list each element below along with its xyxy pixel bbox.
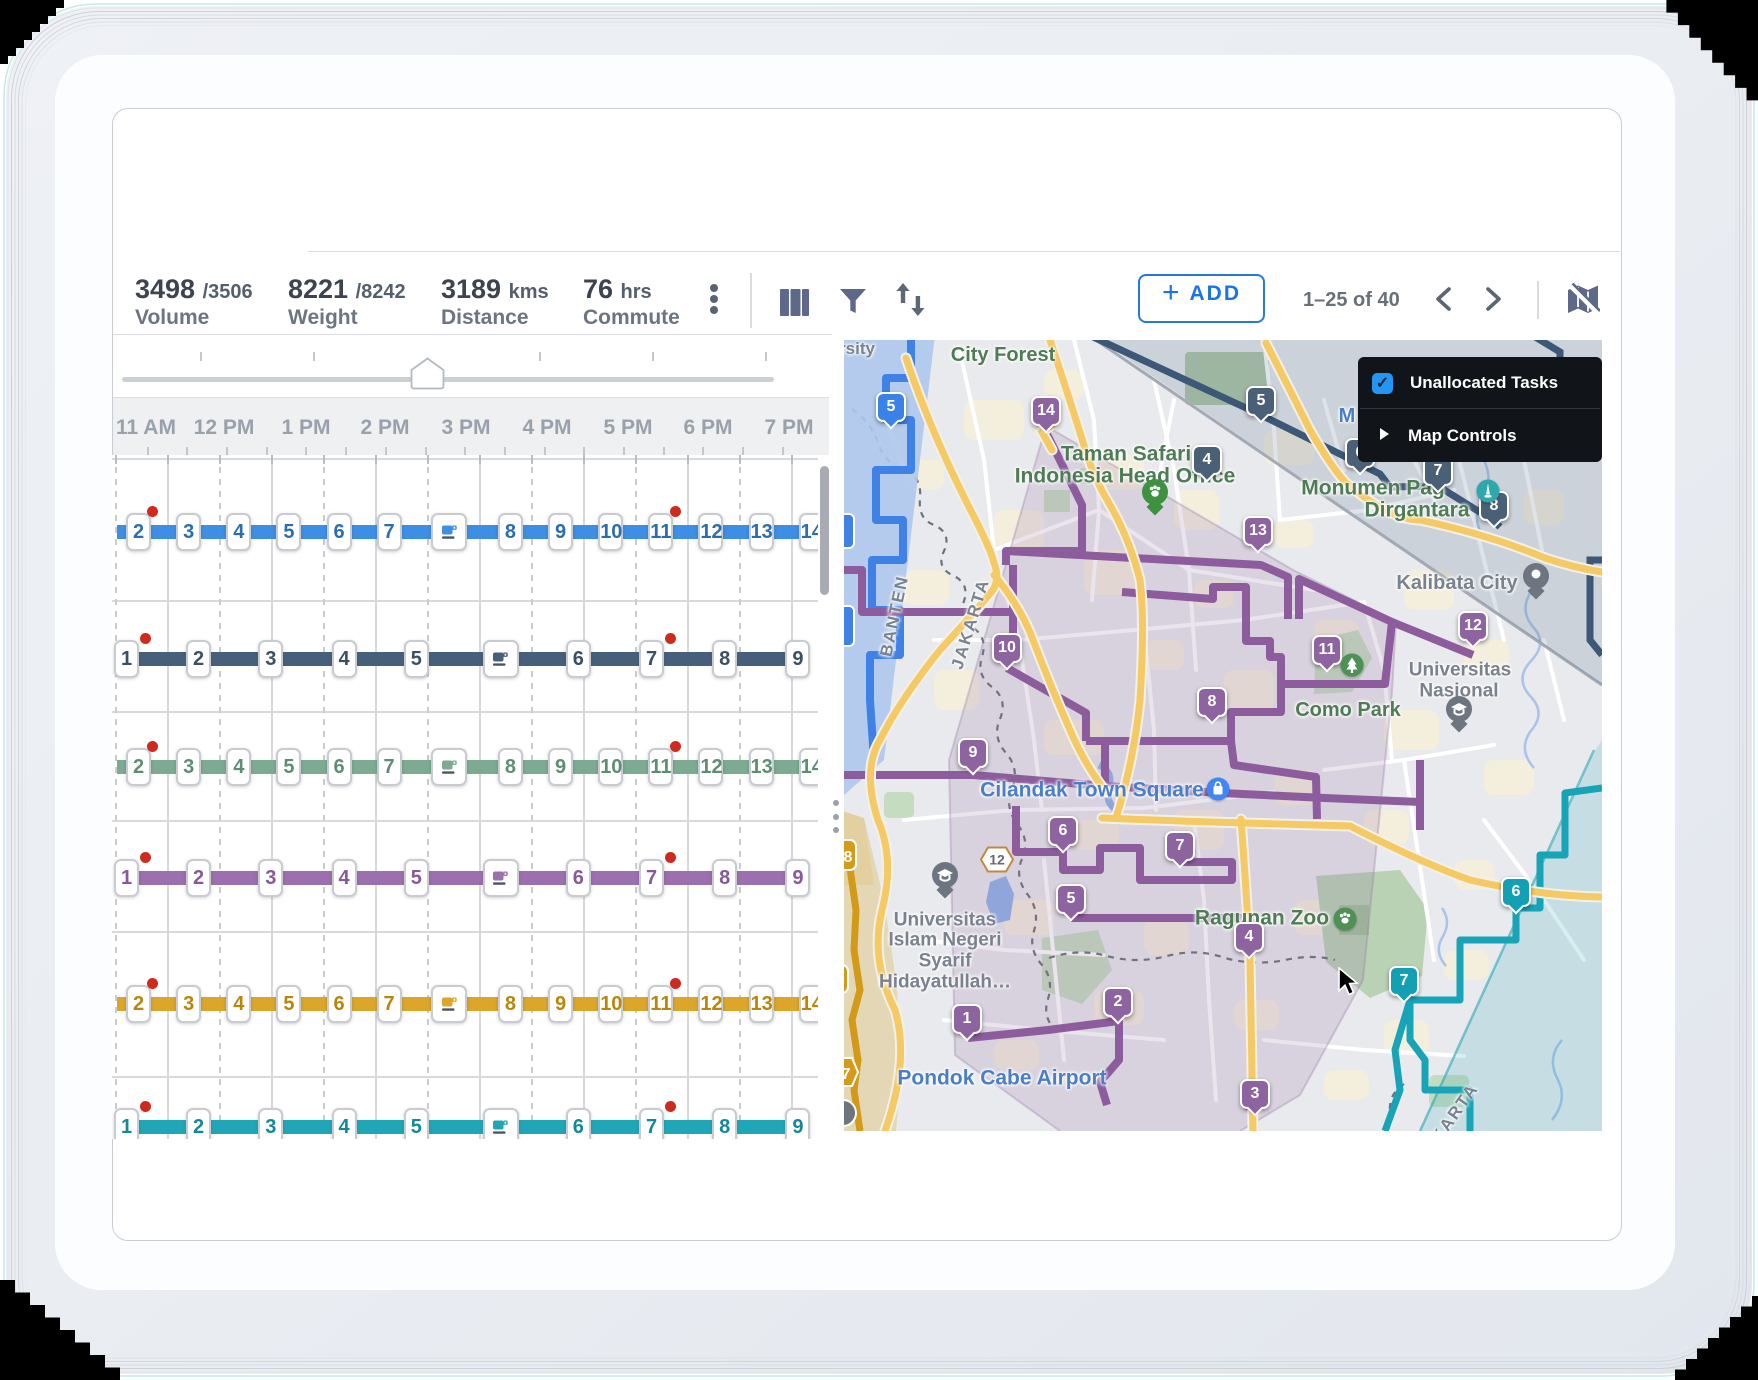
svg-text:8: 8 <box>844 849 853 866</box>
svg-text:7: 7 <box>844 1066 851 1083</box>
svg-text:12: 12 <box>989 852 1005 868</box>
